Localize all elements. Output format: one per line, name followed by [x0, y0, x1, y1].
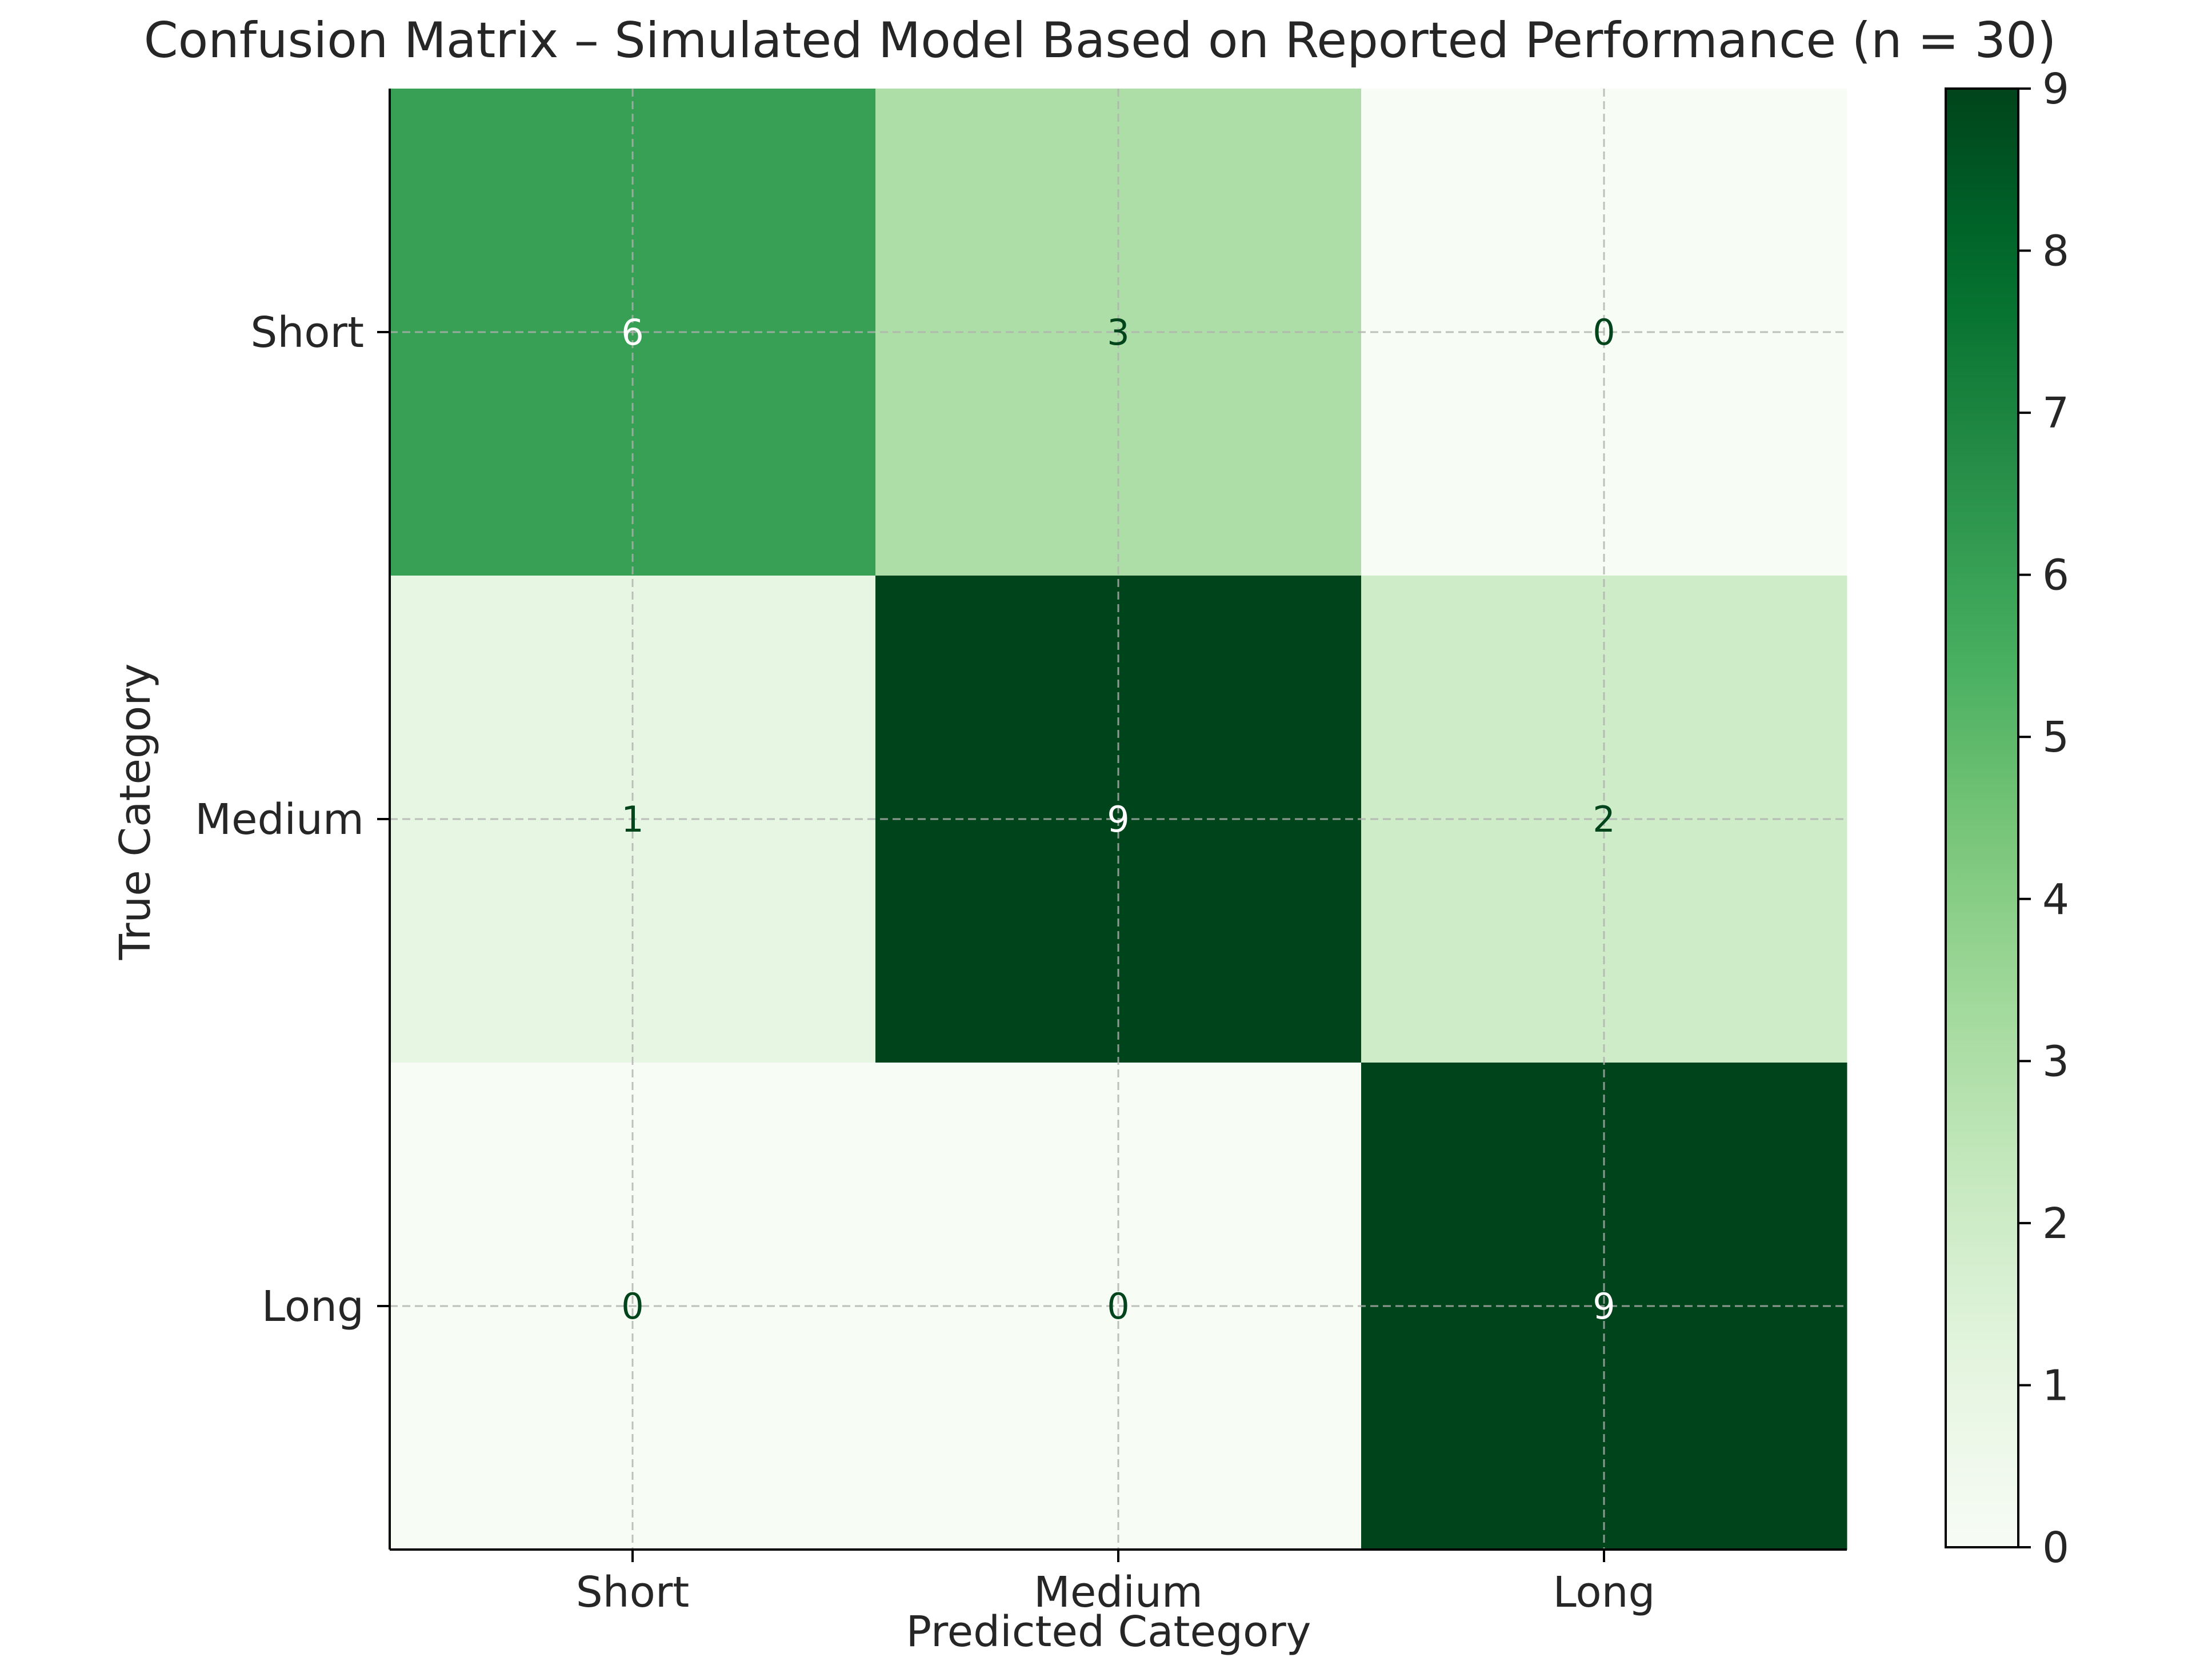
cell-value-label: 9 [1107, 798, 1129, 840]
colorbar-tick-label: 8 [2042, 227, 2069, 276]
cell-value-label: 2 [1593, 798, 1615, 840]
cell-value-label: 0 [621, 1285, 643, 1327]
colorbar-tick-label: 0 [2042, 1523, 2069, 1572]
heatmap-area: 6 3 0 1 9 2 0 0 9 Short Medium Long Short Medium Long [195, 89, 1847, 1617]
colorbar-scale [1945, 87, 2019, 1548]
x-tick-label: Short [576, 1568, 690, 1617]
colorbar-tick-label: 5 [2042, 713, 2069, 762]
y-axis-label: True Category [111, 664, 160, 961]
y-tick-label: Medium [195, 795, 364, 844]
x-axis-label: Predicted Category [906, 1607, 1311, 1656]
colorbar-tick-label: 7 [2042, 389, 2069, 438]
colorbar-tick-label: 1 [2042, 1361, 2069, 1410]
x-tick-label: Long [1553, 1568, 1655, 1617]
colorbar-tick-label: 3 [2042, 1037, 2069, 1086]
y-tick-label: Short [250, 308, 364, 357]
cell-value-label: 0 [1107, 1285, 1129, 1327]
y-tick-label: Long [262, 1282, 364, 1331]
x-tick-label: Medium [1034, 1568, 1203, 1617]
cell-value-label: 3 [1107, 312, 1129, 353]
colorbar-tick-label: 9 [2042, 65, 2069, 114]
colorbar-tick-label: 2 [2042, 1199, 2069, 1248]
cell-value-label: 0 [1593, 312, 1615, 353]
chart-title: Confusion Matrix – Simulated Model Based… [144, 12, 2057, 69]
cell-value-label: 9 [1593, 1285, 1615, 1327]
colorbar: 0 1 2 3 4 5 6 7 8 9 [1945, 65, 2069, 1572]
cell-value-label: 1 [621, 798, 643, 840]
cell-value-label: 6 [621, 312, 643, 353]
colorbar-tick-label: 4 [2042, 875, 2069, 924]
colorbar-tick-label: 6 [2042, 551, 2069, 600]
